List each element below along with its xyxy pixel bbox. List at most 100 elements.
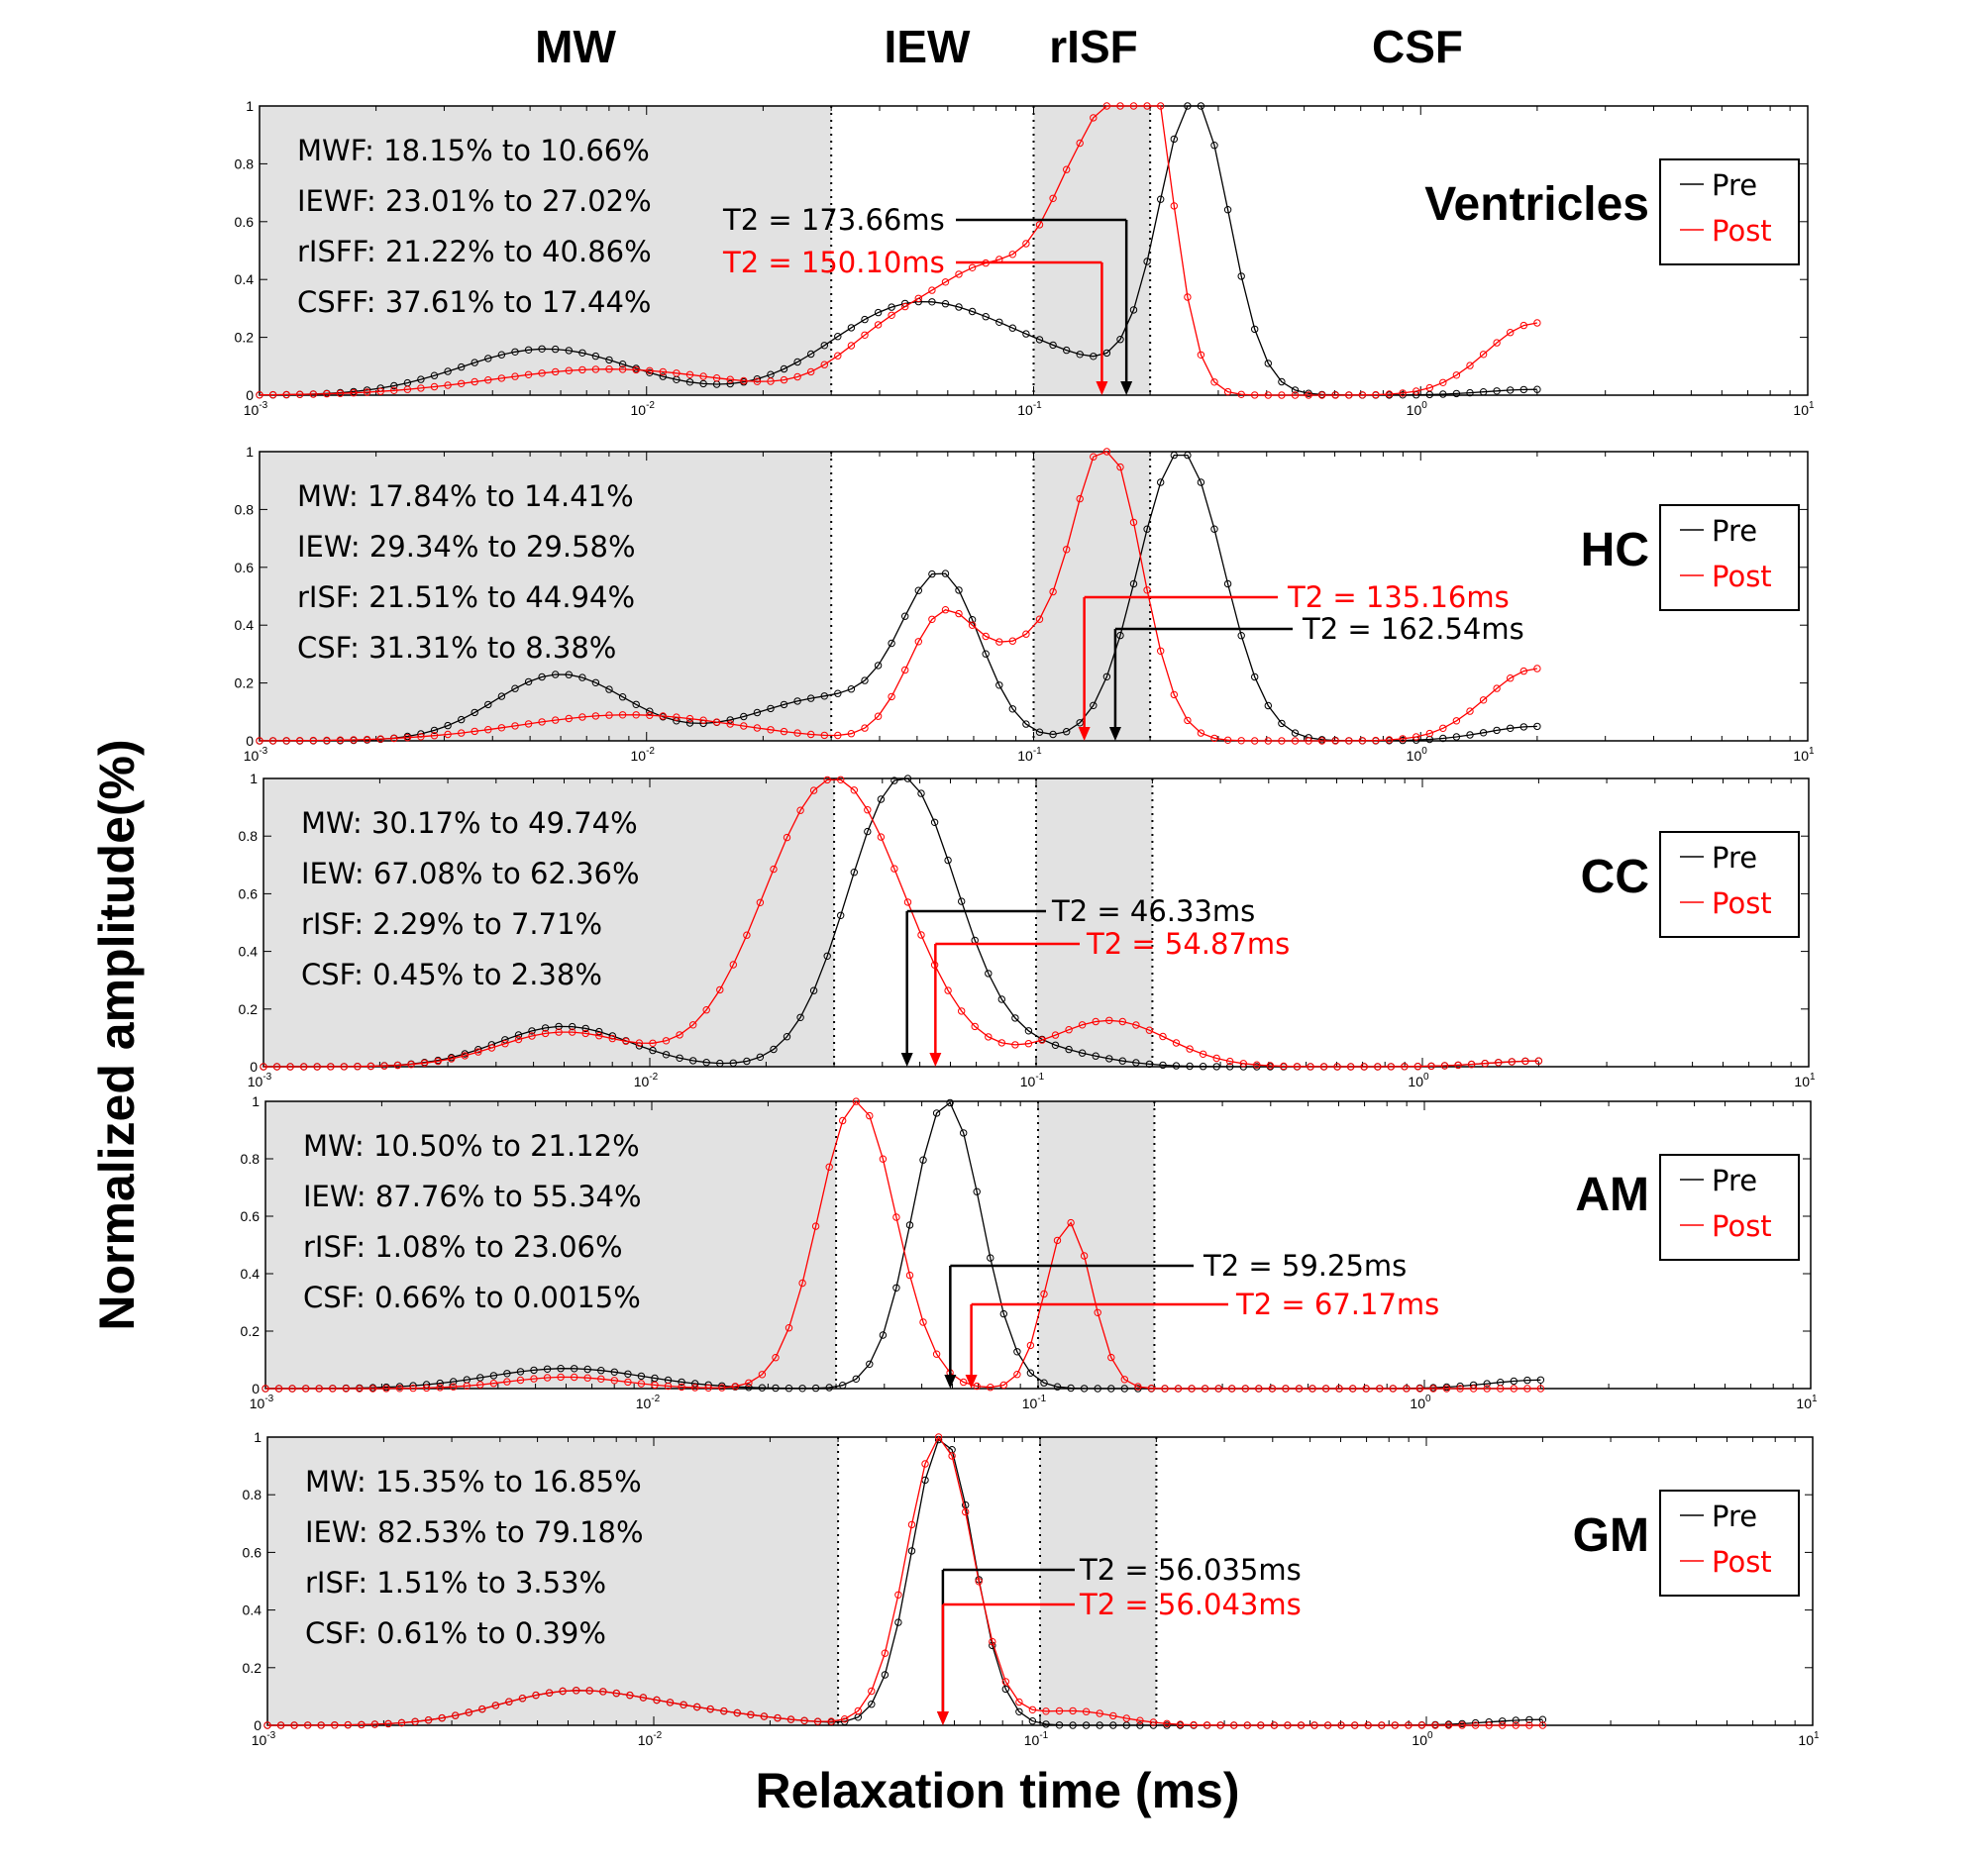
series-point-pre [888,639,895,648]
series-point-post [892,1213,900,1221]
x-tick-label: 101 [1796,1394,1818,1411]
series-point-post [444,381,452,389]
series-point-post [1310,1721,1318,1729]
x-tick-label: 10-3 [252,1730,276,1748]
series-point-post [1415,1385,1424,1393]
series-point-pre [729,1059,737,1068]
series-point-post [941,606,950,614]
series-point-pre [1076,351,1084,359]
series-point-pre [461,1050,469,1058]
y-tick-label: 1 [246,98,254,114]
series-point-post [973,1382,981,1391]
series-point-post [528,1032,536,1040]
series-point-post [610,1377,618,1385]
series-point-pre [1134,1385,1142,1393]
series-point-post [774,1713,782,1722]
series-point-post [753,724,762,732]
shaded-band [263,778,835,1067]
series-point-pre [1456,1382,1464,1391]
series-point-post [484,376,492,384]
series-point-pre [565,347,573,355]
stat-line: rISF: 21.51% to 44.94% [297,580,635,614]
x-tick-label: 10-2 [634,1072,659,1089]
series-point-post [407,1061,415,1069]
series-point-pre [1143,258,1151,265]
series-point-pre [659,372,667,380]
series-point-post [928,286,936,294]
series-point-pre [646,707,654,715]
series-point-post [1096,1709,1103,1717]
x-tick-label: 10-3 [250,1394,274,1411]
series-point-pre [516,1368,525,1376]
series-point-post [501,1040,509,1048]
series-point-post [659,712,667,720]
series-point-post [666,1699,675,1706]
series-point-post [1105,1016,1113,1025]
series-point-post [327,1063,335,1071]
series-point-post [888,311,895,319]
series-point-post [1280,1062,1288,1071]
series-point-pre [811,1384,820,1393]
y-tick-label: 0.8 [235,155,255,171]
series-point-post [800,1716,808,1725]
series-point-pre [511,348,519,356]
legend-label-post: Post [1712,886,1772,920]
x-tick-exponent: 0 [1425,1394,1431,1404]
series-point-post [1297,1721,1306,1729]
series-point-pre [363,386,371,394]
series-point-post [941,278,950,286]
series-point-post [1507,674,1515,682]
series-point-post [1521,1057,1529,1066]
series-point-post [1374,1063,1382,1071]
stat-line: CSF: 0.45% to 2.38% [301,958,602,991]
y-tick-label: 0 [246,387,254,403]
series-point-post [874,712,883,720]
series-point-post [685,370,694,378]
series-point-post [1372,390,1380,399]
series-point-post [450,1383,458,1391]
series-point-pre [783,1033,791,1041]
x-tick-label: 10-1 [1017,400,1042,418]
series-point-post [420,1059,429,1068]
series-point-post [585,1687,593,1695]
series-point-pre [637,1372,646,1381]
legend-box [1659,1490,1800,1597]
series-point-pre [745,1384,753,1392]
series-point-post [1055,1706,1064,1715]
series-point-post [1466,707,1474,715]
series-point-pre [955,586,963,594]
series-point-post [914,638,922,646]
series-point-post [1417,1721,1426,1729]
series-point-pre [982,313,990,321]
series-point-post [1471,1721,1480,1729]
series-point-pre [1291,386,1300,394]
series-point-post [1132,1021,1140,1029]
series-point-post [767,377,775,385]
series-point-post [1403,1385,1411,1393]
series-point-post [632,711,640,719]
plot-frame [266,1436,1814,1726]
t2-label: T2 = 162.54ms [1302,612,1524,646]
series-point-pre [1210,142,1218,150]
series-point-post [618,711,627,719]
x-tick-exponent: 1 [1814,1730,1820,1741]
series-point-post [1466,362,1474,369]
series-point-pre [1439,734,1447,743]
series-point-pre [1022,720,1030,728]
series-point-post [478,1705,486,1713]
legend-label-pre: Pre [1712,841,1757,875]
series-point-post [1307,1063,1314,1071]
x-tick-exponent: 1 [1809,400,1815,411]
x-tick-label: 100 [1412,1730,1433,1748]
t2-label: T2 = 59.25ms [1203,1249,1407,1283]
series-point-pre [917,789,925,797]
series-point-pre [1439,390,1447,398]
legend-label-post: Post [1712,1209,1772,1243]
series-point-post [847,342,856,350]
series-point-pre [901,612,909,620]
series-point-pre [511,684,519,692]
series-point-post [317,1721,325,1729]
series-point-post [811,1222,820,1230]
legend: Pre Post [1659,158,1800,265]
series-point-post [403,385,412,393]
